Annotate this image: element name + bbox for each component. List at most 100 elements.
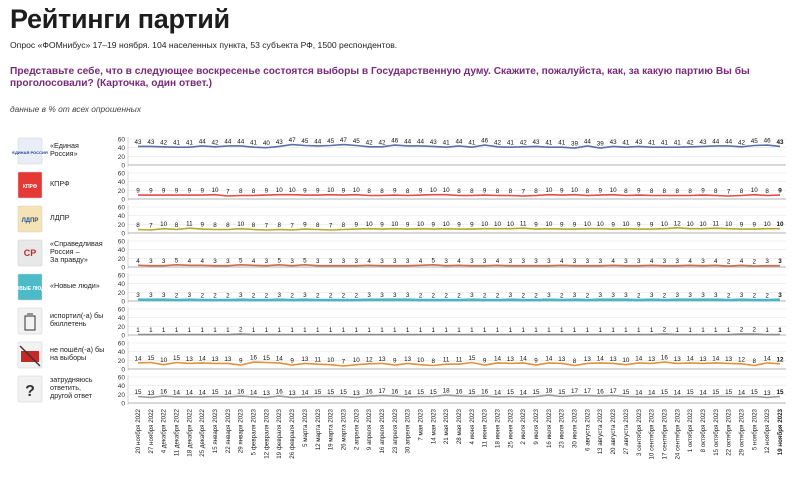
data-label: 46	[481, 138, 489, 145]
data-label: 14	[699, 389, 707, 396]
y-tick-label: 0	[121, 265, 125, 272]
data-label: 14	[597, 355, 605, 362]
data-label: 5	[175, 257, 179, 264]
data-label: 2	[663, 293, 667, 300]
data-label: 15	[147, 355, 155, 362]
data-label: 16	[366, 389, 374, 396]
data-label: 41	[250, 140, 258, 147]
data-label: 3	[329, 258, 333, 265]
data-label: 7	[521, 188, 525, 195]
data-label: 7	[727, 188, 731, 195]
x-tick-label: 24 сентября 2023	[674, 408, 681, 459]
data-label: 8	[226, 222, 230, 229]
data-label: 42	[520, 139, 528, 146]
data-label: 13	[725, 356, 733, 363]
data-label: 10	[327, 357, 335, 364]
data-label: 1	[252, 327, 256, 334]
data-label: 1	[496, 327, 500, 334]
data-label: 4	[560, 258, 564, 265]
data-label: 13	[353, 390, 361, 397]
data-label: 44	[725, 138, 733, 145]
data-label: 43	[430, 139, 438, 146]
data-label: 16	[160, 389, 168, 396]
data-label: 1	[573, 327, 577, 334]
data-label: 3	[149, 292, 153, 299]
data-label: 15	[533, 389, 541, 396]
x-tick-label: 28 мая 2023	[456, 408, 463, 444]
data-label: 40	[263, 140, 271, 147]
data-label: 45	[751, 138, 759, 145]
data-label: 4	[136, 258, 140, 265]
data-label: 1	[521, 327, 525, 334]
data-label: 41	[622, 140, 630, 147]
data-label: 3	[188, 292, 192, 299]
data-label: 8	[688, 188, 692, 195]
x-tick-label: 13 августа 2023	[597, 408, 604, 454]
data-label: 14	[199, 389, 207, 396]
data-label: 9	[778, 188, 782, 195]
data-label: 10	[764, 221, 772, 228]
data-label: 42	[687, 139, 695, 146]
x-tick-label: 27 августа 2023	[623, 408, 630, 454]
party-logo-text: ?	[25, 383, 35, 400]
y-tick-label: 40	[118, 281, 126, 288]
x-tick-label: 2 июля 2023	[520, 408, 527, 444]
data-label: 15	[468, 389, 476, 396]
x-tick-label: 23 апреля 2023	[392, 408, 399, 453]
data-label: 3	[483, 258, 487, 265]
data-label: 8	[316, 222, 320, 229]
data-label: 42	[494, 139, 502, 146]
data-label: 16	[481, 389, 489, 396]
data-label: 47	[289, 137, 297, 144]
y-tick-label: 20	[118, 222, 126, 229]
data-label: 41	[648, 140, 656, 147]
series-name: «Справедливая Россия – За правду»	[50, 239, 103, 264]
x-tick-label: 23 июля 2023	[559, 408, 566, 448]
data-label: 3	[342, 258, 346, 265]
x-tick-label: 4 декабря 2022	[161, 408, 168, 453]
data-label: 17	[571, 388, 579, 395]
data-label: 1	[277, 327, 281, 334]
data-label: 1	[393, 327, 397, 334]
data-label: 7	[265, 222, 269, 229]
data-label: 17	[610, 388, 618, 395]
data-label: 9	[483, 188, 487, 195]
data-label: 43	[776, 139, 784, 146]
series-name: «Единая Россия»	[50, 141, 79, 158]
data-label: 9	[753, 222, 757, 229]
data-label: 3	[393, 258, 397, 265]
data-label: 3	[380, 258, 384, 265]
data-label: 14	[404, 389, 412, 396]
data-label: 13	[507, 356, 515, 363]
data-label: 2	[521, 293, 525, 300]
data-label: 2	[727, 293, 731, 300]
data-label: 9	[380, 222, 384, 229]
data-label: 8	[753, 358, 757, 365]
data-label: 15	[340, 389, 348, 396]
data-label: 3	[688, 292, 692, 299]
data-label: 10	[545, 221, 553, 228]
x-tick-label: 11 декабря 2022	[174, 408, 181, 456]
data-label: 43	[533, 139, 541, 146]
data-label: 41	[558, 140, 566, 147]
data-label: 43	[147, 139, 155, 146]
y-tick-label: 20	[118, 188, 126, 195]
units-note: данные в % от всех опрошенных	[10, 104, 142, 114]
data-label: 10	[622, 221, 630, 228]
data-label: 4	[200, 258, 204, 265]
x-tick-label: 19 марта 2023	[328, 408, 335, 450]
data-label: 3	[573, 258, 577, 265]
data-label: 10	[597, 221, 605, 228]
data-label: 2	[239, 327, 243, 334]
data-label: 2	[329, 293, 333, 300]
data-label: 42	[378, 139, 386, 146]
y-tick-label: 40	[118, 145, 126, 152]
party-logo-text: КПРФ	[23, 184, 38, 190]
data-label: 8	[714, 188, 718, 195]
data-label: 5	[239, 257, 243, 264]
data-label: 2	[213, 293, 217, 300]
series-name: ЛДПР	[50, 213, 70, 222]
data-label: 1	[637, 327, 641, 334]
data-label: 2	[226, 293, 230, 300]
data-label: 9	[534, 222, 538, 229]
